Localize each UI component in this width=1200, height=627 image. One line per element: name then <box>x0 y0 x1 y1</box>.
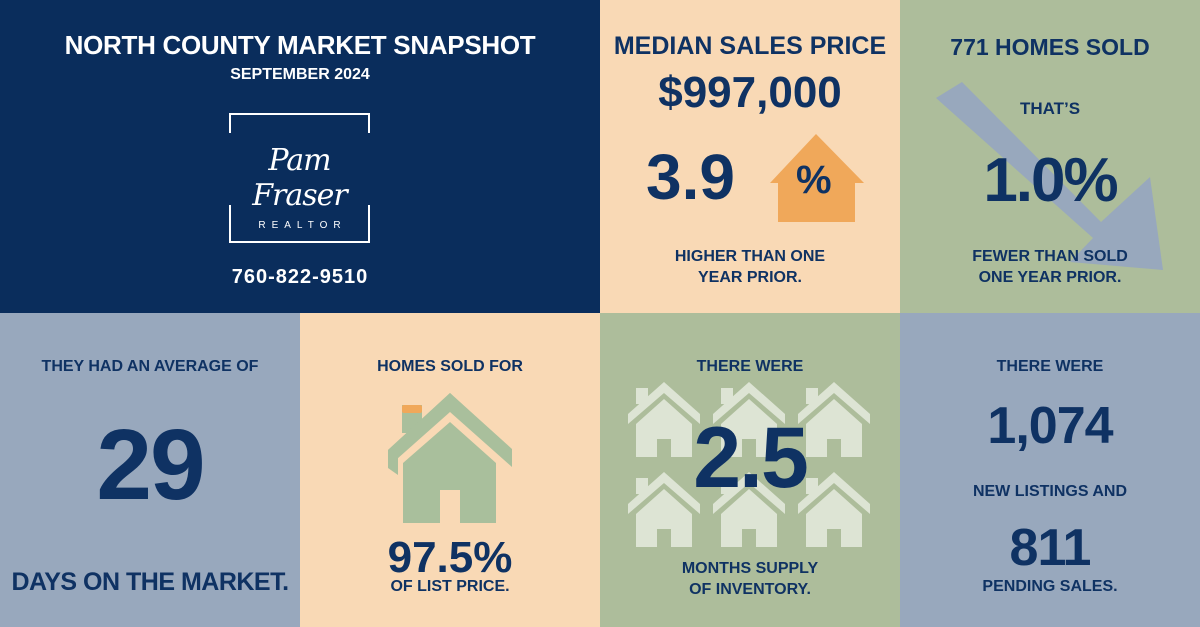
page-title: NORTH COUNTY MARKET SNAPSHOT <box>64 30 536 60</box>
days-footer: DAYS ON THE MARKET. <box>11 568 289 596</box>
title-panel: NORTH COUNTY MARKET SNAPSHOT SEPTEMBER 2… <box>0 0 600 313</box>
listings-footer: PENDING SALES. <box>982 578 1118 595</box>
homes-sold-change: 1.0% <box>983 146 1118 215</box>
list-price-lead: HOMES SOLD FOR <box>377 358 523 375</box>
listings-middle: NEW LISTINGS AND <box>972 483 1128 500</box>
median-price-change: 3.9 <box>646 141 735 213</box>
listings-panel: THERE WERE 1,074 NEW LISTINGS AND 811 PE… <box>900 313 1200 627</box>
homes-sold-description: FEWER THAN SOLD ONE YEAR PRIOR. <box>972 248 1128 286</box>
list-price-value: 97.5% <box>387 533 513 582</box>
listings-lead: THERE WERE <box>996 358 1104 375</box>
inventory-panel: THERE WERE 2.5 MONTHS SUPPLY OF INVENTOR… <box>600 313 900 627</box>
inventory-value: 2.5 <box>693 410 809 506</box>
days-value: 29 <box>96 409 205 521</box>
median-price-panel: MEDIAN SALES PRICE $997,000 3.9 % HIGHER… <box>600 0 900 313</box>
logo-role: REALTOR <box>258 220 347 231</box>
list-price-panel: HOMES SOLD FOR 97.5% OF LIST PRICE. <box>300 313 600 627</box>
homes-sold-panel: 771 HOMES SOLD THAT’S 1.0% FEWER THAN SO… <box>900 0 1200 313</box>
new-listings-value: 1,074 <box>987 397 1113 455</box>
page-subtitle: SEPTEMBER 2024 <box>230 66 370 83</box>
inventory-lead: THERE WERE <box>696 358 804 375</box>
house-icon <box>388 393 512 523</box>
house-up-arrow-icon <box>770 134 864 222</box>
days-lead: THEY HAD AN AVERAGE OF <box>41 358 259 375</box>
homes-sold-lead: THAT’S <box>1019 99 1081 118</box>
realtor-logo: Pam Fraser REALTOR <box>229 113 370 243</box>
list-price-footer: OF LIST PRICE. <box>390 578 510 595</box>
median-price-heading: MEDIAN SALES PRICE <box>613 32 887 60</box>
logo-signature: Pam Fraser <box>252 143 348 213</box>
phone-number[interactable]: 760-822-9510 <box>231 266 369 288</box>
median-price-description: HIGHER THAN ONE YEAR PRIOR. <box>674 248 826 286</box>
pending-sales-value: 811 <box>1009 519 1092 577</box>
days-on-market-panel: THEY HAD AN AVERAGE OF 29 DAYS ON THE MA… <box>0 313 300 627</box>
down-arrow-icon <box>936 82 1163 270</box>
percent-sign: % <box>796 158 832 202</box>
homes-sold-heading: 771 HOMES SOLD <box>950 34 1150 60</box>
inventory-footer: MONTHS SUPPLY OF INVENTORY. <box>681 560 819 598</box>
median-price-value: $997,000 <box>658 68 842 117</box>
